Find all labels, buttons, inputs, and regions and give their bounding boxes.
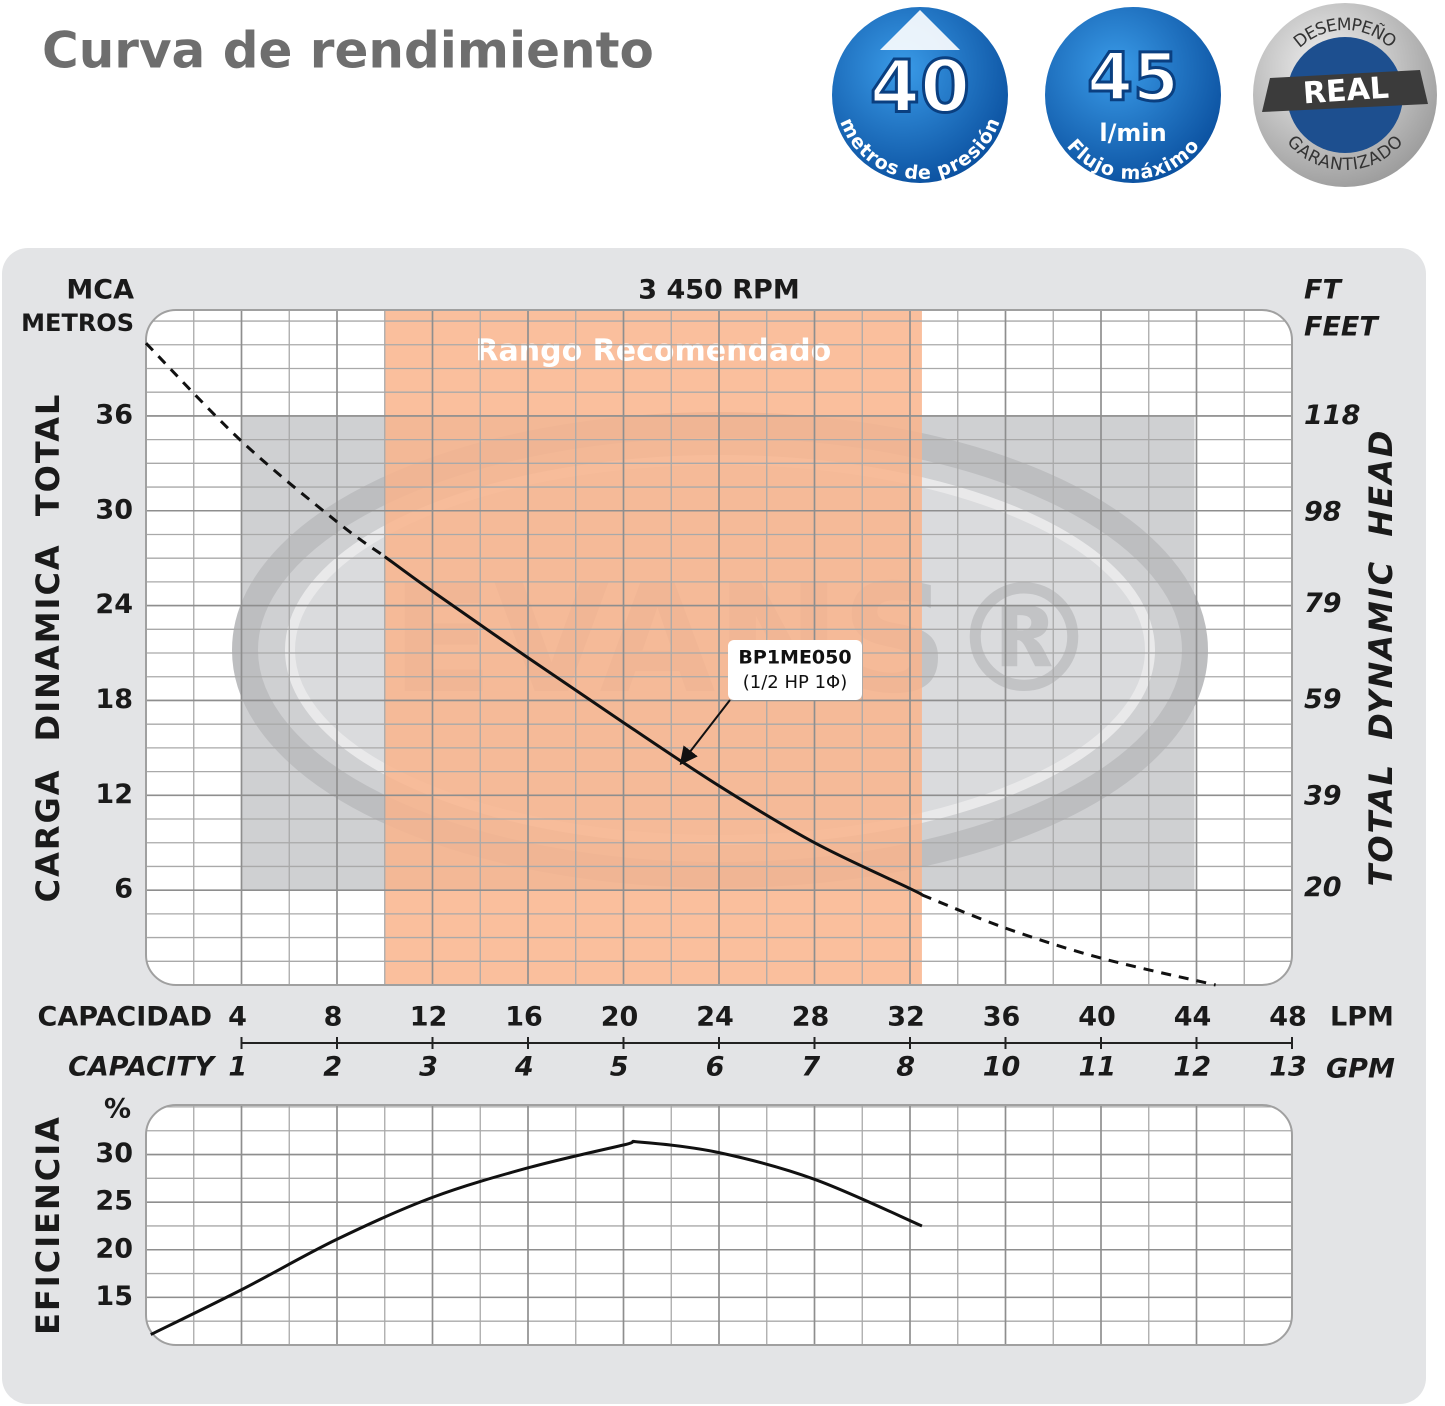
curve [383, 555, 924, 897]
y-axis-label: CARGA DINAMICA TOTAL [29, 393, 67, 903]
y2-tick-label: 98 [1304, 496, 1342, 527]
y-tick-label: 30 [95, 1138, 133, 1169]
badge-value: 40 [870, 45, 970, 129]
x2-tick-label: 8 [896, 1052, 915, 1083]
x-tick-label: 40 [1078, 1002, 1116, 1033]
badge-value: 45 [1087, 39, 1179, 116]
y-tick-label: 20 [95, 1233, 133, 1264]
x-tick-label: 16 [505, 1002, 543, 1033]
badge-disc [832, 7, 1008, 183]
x2-tick-label: 3 [419, 1052, 438, 1083]
x-axis-label: CAPACIDAD [38, 1002, 213, 1033]
x-tick-label: 48 [1269, 1002, 1307, 1033]
y2-tick-label: 20 [1304, 872, 1342, 903]
badge: REAL DESEMPEÑO GARANTIZADO [1253, 3, 1437, 187]
x2-tick-label: 13 [1269, 1052, 1307, 1083]
badge-value: REAL [1302, 71, 1390, 112]
annotation-box [728, 640, 862, 700]
band-label: Rango Recomendado [475, 334, 831, 369]
y2-unit: FT [1304, 275, 1343, 306]
y-tick-label: 18 [95, 684, 133, 715]
curve [144, 342, 386, 558]
x2-tick-label: 11 [1079, 1052, 1117, 1083]
annotation-text: (1/2 HP 1Φ) [743, 672, 847, 693]
plot-border [145, 1104, 1293, 1346]
y-tick-label: 15 [95, 1281, 133, 1312]
page-title: Curva de rendimiento [42, 22, 654, 80]
x-tick-label: 44 [1174, 1002, 1212, 1033]
badge-icon [880, 10, 960, 50]
x-tick-label: 28 [792, 1002, 830, 1033]
x2-unit: GPM [1326, 1054, 1395, 1085]
x-tick-label: 4 [228, 1002, 247, 1033]
x2-tick-label: 7 [801, 1052, 820, 1083]
y-tick-label: 25 [95, 1186, 133, 1217]
y-axis-label: EFICIENCIA [29, 1115, 67, 1335]
y-unit: MCA [66, 275, 134, 306]
y-tick-label: 24 [95, 589, 133, 620]
x-tick-label: 36 [983, 1002, 1021, 1033]
chart-title: 3 450 RPM [638, 275, 799, 306]
x2-tick-label: 4 [514, 1052, 534, 1083]
badge-unit: l/min [1099, 119, 1166, 147]
x-tick-label: 8 [324, 1002, 343, 1033]
annotation-arrow [679, 699, 731, 766]
x2-tick-label: 2 [323, 1052, 342, 1083]
badge-disc [1045, 7, 1221, 183]
x2-axis-label: CAPACITY [68, 1052, 216, 1083]
x-tick-label: 24 [696, 1002, 734, 1033]
y-tick-label: 6 [114, 874, 133, 905]
annotation-text: BP1ME050 [738, 647, 851, 669]
y2-axis-label: TOTAL DYNAMIC HEAD [1362, 429, 1400, 887]
x2-tick-label: 5 [610, 1052, 629, 1083]
curve [921, 893, 1216, 987]
y2-tick-label: 118 [1304, 400, 1360, 431]
badge-band [1262, 70, 1428, 112]
y-unit-sub: METROS [21, 309, 134, 337]
y2-tick-label: 59 [1304, 684, 1342, 715]
x2-tick-label: 1 [228, 1052, 247, 1083]
x-tick-label: 12 [410, 1002, 448, 1033]
plot-border [145, 309, 1293, 986]
x-tick-label: 20 [601, 1002, 639, 1033]
y-tick-label: 36 [95, 399, 133, 430]
y2-tick-label: 79 [1304, 588, 1342, 619]
y2-tick-label: 39 [1304, 781, 1342, 812]
y-tick-label: 12 [95, 779, 133, 810]
x-tick-label: 32 [887, 1002, 925, 1033]
y-tick-label: 30 [95, 494, 133, 525]
x2-tick-label: 10 [983, 1052, 1021, 1083]
curve [150, 1139, 923, 1336]
x2-tick-label: 12 [1173, 1052, 1211, 1083]
badge: 40 metros de presión [828, 3, 1012, 187]
x-unit: LPM [1330, 1002, 1394, 1033]
badge: 45 l/min Flujo máximo [1041, 3, 1225, 187]
y2-unit-sub: FEET [1304, 312, 1380, 343]
y-unit: % [104, 1094, 131, 1125]
x2-tick-label: 6 [706, 1052, 725, 1083]
